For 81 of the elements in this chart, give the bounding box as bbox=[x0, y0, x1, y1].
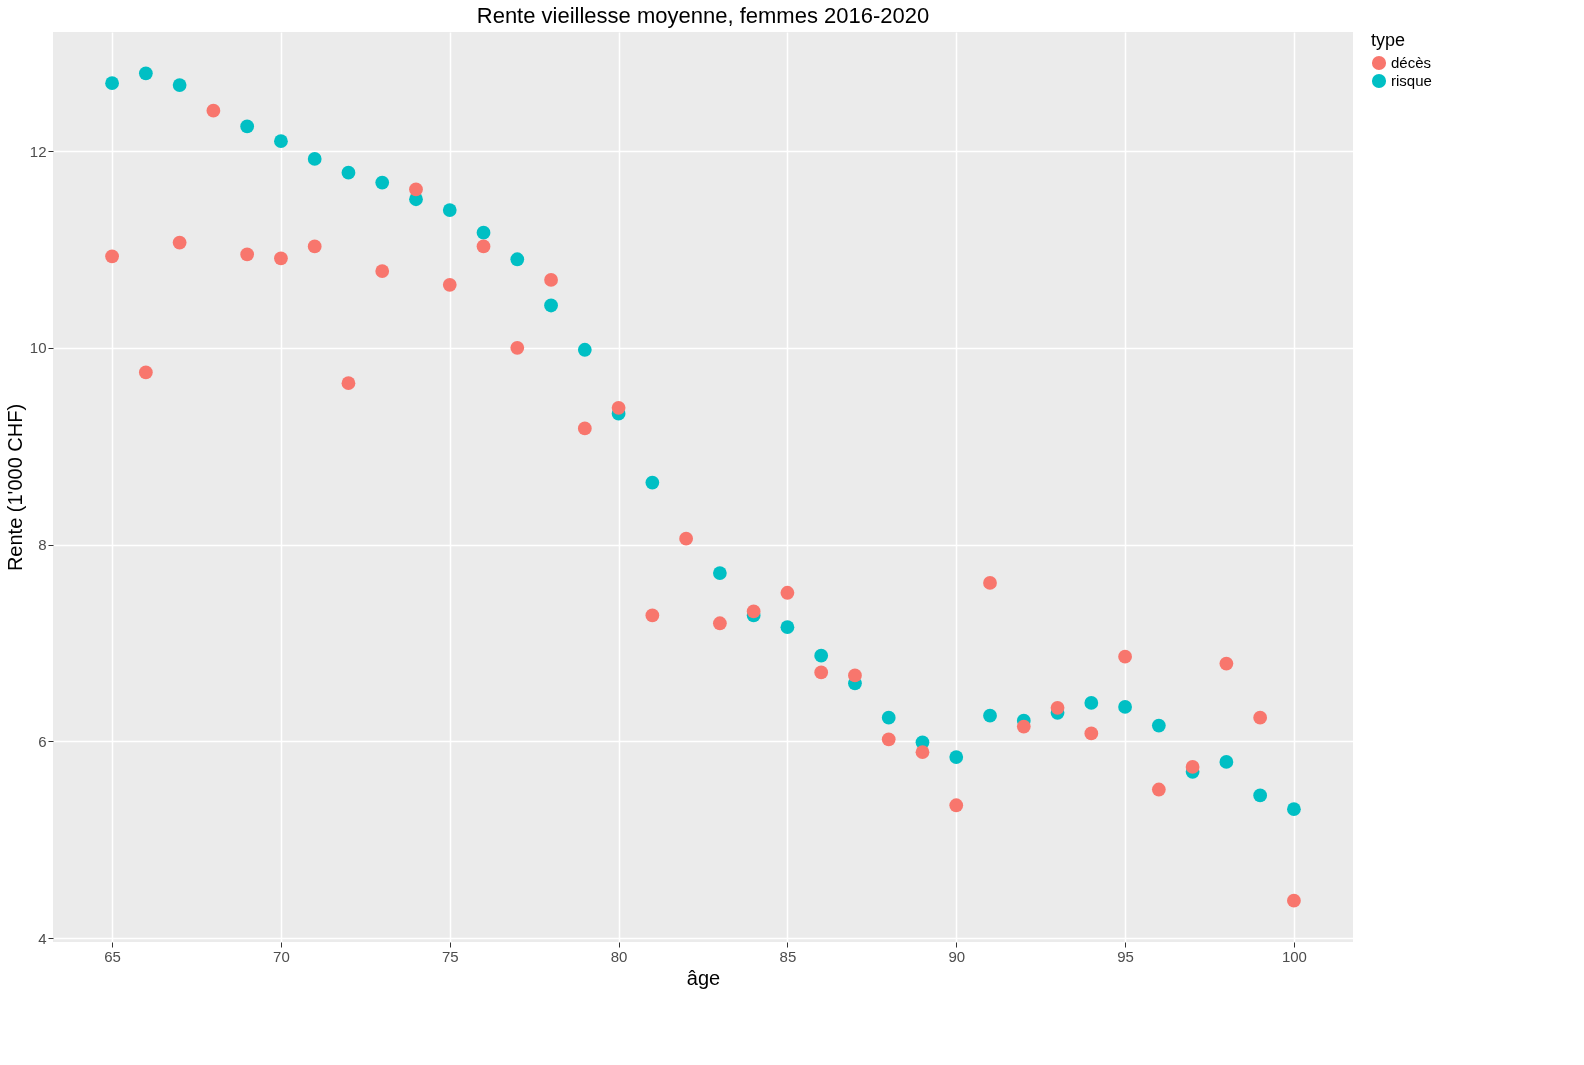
point bbox=[105, 76, 119, 91]
point bbox=[1118, 700, 1132, 714]
point bbox=[442, 277, 457, 292]
legend-label: décès bbox=[1391, 54, 1432, 71]
point bbox=[577, 421, 592, 436]
point bbox=[1118, 649, 1132, 664]
point bbox=[983, 576, 997, 590]
point bbox=[476, 225, 491, 240]
x-tick-label: 75 bbox=[441, 947, 459, 965]
point bbox=[307, 152, 322, 166]
y-tick-label: 8 bbox=[38, 536, 47, 554]
point bbox=[307, 239, 322, 254]
x-axis-title: âge bbox=[686, 966, 721, 989]
point bbox=[138, 365, 153, 380]
legend-title: type bbox=[1371, 30, 1406, 50]
point bbox=[983, 708, 997, 723]
point bbox=[274, 134, 288, 149]
x-tick-label: 95 bbox=[1117, 947, 1134, 965]
point bbox=[712, 566, 727, 580]
x-tick-label: 80 bbox=[610, 947, 628, 965]
y-axis-title: Rente (1'000 CHF) bbox=[3, 403, 26, 572]
point bbox=[814, 648, 829, 663]
point bbox=[1050, 700, 1065, 715]
point bbox=[105, 249, 119, 264]
point bbox=[510, 340, 525, 355]
point bbox=[915, 745, 930, 760]
point bbox=[1151, 782, 1166, 797]
point bbox=[510, 252, 525, 267]
point bbox=[240, 247, 255, 262]
point bbox=[712, 616, 727, 631]
point bbox=[780, 585, 795, 600]
point bbox=[544, 273, 558, 287]
point bbox=[611, 400, 626, 415]
point bbox=[442, 203, 457, 217]
point bbox=[375, 264, 390, 278]
point bbox=[949, 750, 964, 764]
point bbox=[240, 119, 255, 134]
x-tick-label: 65 bbox=[104, 947, 121, 965]
point bbox=[1287, 893, 1301, 908]
y-tick-label: 12 bbox=[29, 142, 47, 160]
point bbox=[544, 298, 558, 313]
point bbox=[780, 620, 795, 635]
point bbox=[1219, 755, 1234, 769]
point bbox=[881, 732, 896, 747]
point bbox=[1151, 718, 1166, 733]
x-tick-label: 70 bbox=[273, 947, 290, 965]
point bbox=[645, 475, 660, 490]
point bbox=[138, 66, 153, 81]
point bbox=[341, 165, 356, 180]
point bbox=[375, 175, 390, 190]
y-tick-label: 10 bbox=[29, 339, 47, 357]
point bbox=[848, 668, 862, 683]
x-tick-label: 100 bbox=[1281, 947, 1307, 965]
y-tick-label: 4 bbox=[38, 929, 47, 947]
y-tick-label: 6 bbox=[38, 732, 47, 750]
point bbox=[1287, 802, 1301, 817]
point bbox=[1219, 656, 1234, 671]
legend-label: risque bbox=[1391, 72, 1432, 89]
point bbox=[577, 342, 592, 357]
point bbox=[814, 665, 829, 680]
point bbox=[645, 608, 660, 623]
point bbox=[1084, 726, 1099, 741]
point bbox=[341, 376, 356, 391]
point bbox=[409, 182, 423, 197]
point bbox=[881, 710, 896, 725]
point bbox=[206, 103, 221, 118]
point bbox=[746, 604, 761, 619]
point bbox=[679, 531, 694, 546]
point bbox=[1185, 760, 1200, 774]
point bbox=[274, 251, 288, 266]
x-tick-label: 90 bbox=[948, 947, 966, 965]
point bbox=[1016, 719, 1031, 734]
point bbox=[1084, 696, 1099, 710]
point bbox=[172, 235, 187, 250]
point bbox=[1253, 788, 1268, 803]
chart-title: Rente vieillesse moyenne, femmes 2016-2020 bbox=[476, 3, 930, 28]
point bbox=[949, 798, 964, 813]
point bbox=[172, 78, 187, 92]
point bbox=[476, 239, 491, 254]
point bbox=[1253, 710, 1268, 725]
x-tick-label: 85 bbox=[779, 947, 797, 965]
